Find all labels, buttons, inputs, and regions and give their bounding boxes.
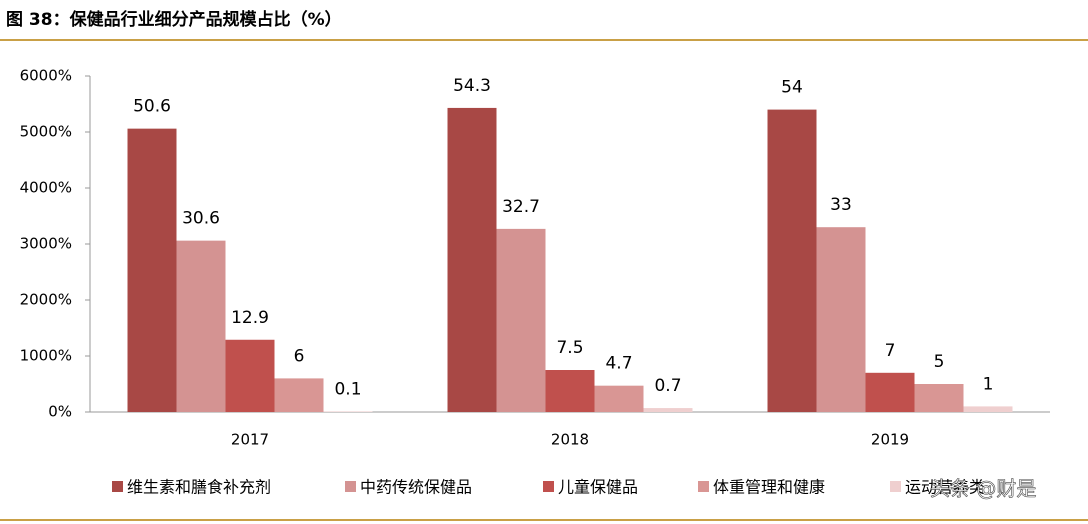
- value-label: 4.7: [605, 354, 632, 374]
- value-label: 1: [983, 374, 994, 394]
- value-label: 5: [934, 352, 945, 372]
- value-label: 54: [781, 78, 803, 98]
- legend-label: 中药传统保健品: [360, 478, 472, 497]
- bar: [127, 128, 177, 412]
- legend-label: 儿童保健品: [558, 478, 638, 497]
- value-label: 33: [830, 195, 852, 215]
- bar: [963, 406, 1013, 412]
- legend-label: 体重管理和健康: [713, 478, 825, 497]
- value-label: 30.6: [182, 209, 220, 229]
- legend-swatch: [112, 481, 123, 492]
- y-tick-label: 4000%: [20, 179, 72, 197]
- bar: [545, 370, 595, 412]
- bar: [496, 228, 546, 412]
- x-tick-label: 2019: [871, 431, 909, 449]
- legend-swatch: [543, 481, 554, 492]
- value-label: 50.6: [133, 97, 171, 117]
- x-tick-label: 2018: [551, 431, 589, 449]
- bar: [176, 240, 226, 412]
- value-label: 0.7: [654, 376, 681, 396]
- value-label: 32.7: [502, 197, 540, 217]
- bar: [594, 385, 644, 412]
- legend-swatch: [345, 481, 356, 492]
- value-label: 0.1: [334, 379, 361, 399]
- value-label: 7.5: [556, 338, 583, 358]
- bar: [225, 339, 275, 412]
- bar: [643, 408, 693, 412]
- legend-swatch: [698, 481, 709, 492]
- chart-title: 图 38：保健品行业细分产品规模占比（%）: [6, 9, 342, 30]
- value-label: 6: [294, 346, 305, 366]
- x-tick-label: 2017: [231, 431, 269, 449]
- legend-label: 运动营养类: [905, 478, 985, 497]
- bar: [274, 378, 324, 412]
- legend-label: 维生素和膳食补充剂: [127, 478, 271, 497]
- y-tick-label: 2000%: [20, 291, 72, 309]
- y-tick-label: 6000%: [20, 67, 72, 85]
- legend-swatch: [890, 481, 901, 492]
- bar: [816, 227, 866, 412]
- y-tick-label: 3000%: [20, 235, 72, 253]
- bar: [914, 384, 964, 412]
- watermark: 头条 @财是: [930, 477, 1036, 501]
- value-label: 54.3: [453, 76, 491, 96]
- y-tick-label: 5000%: [20, 123, 72, 141]
- bar: [447, 107, 497, 413]
- bar: [767, 109, 817, 412]
- value-label: 12.9: [231, 308, 269, 328]
- bar: [865, 372, 915, 412]
- value-label: 7: [885, 341, 896, 361]
- y-tick-label: 1000%: [20, 347, 72, 365]
- bar: [323, 411, 373, 412]
- y-tick-label: 0%: [48, 403, 72, 421]
